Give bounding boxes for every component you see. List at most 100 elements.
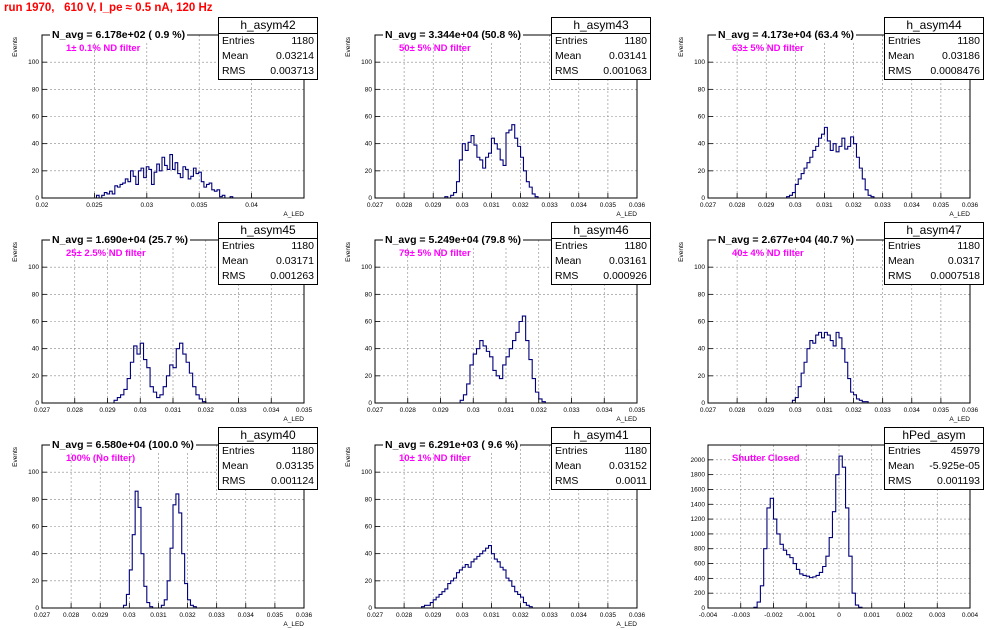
y-tick-label: 60 — [365, 114, 373, 121]
stats-row-mean: Mean 0.03171 — [219, 254, 317, 269]
histogram-panel-h_asym40: 0.027 0.028 0.029 0.03 0.031 0.032 0.033 0.034 0… — [0, 425, 330, 630]
stats-value: 0.03161 — [609, 255, 647, 267]
stats-row-rms: RMS 0.0007518 — [885, 269, 983, 284]
histogram-panel-h_asym41: 0.027 0.028 0.029 0.03 0.031 0.032 0.033 0.034 0… — [333, 425, 663, 630]
y-tick-label: 400 — [694, 575, 705, 582]
stats-key: Mean — [222, 50, 249, 62]
histogram-name: h_asym46 — [552, 223, 650, 239]
stats-key: Entries — [555, 35, 588, 47]
y-axis-title: Events — [12, 241, 19, 262]
x-tick-label: 0.033 — [209, 612, 226, 619]
y-axis-title: Events — [12, 36, 19, 57]
navg-label: N_avg = 2.677e+04 (40.7 %) — [716, 234, 857, 246]
x-tick-label: 0.029 — [425, 202, 442, 209]
y-tick-label: 0 — [35, 195, 39, 202]
x-tick-label: 0.033 — [542, 202, 559, 209]
y-tick-label: 80 — [365, 496, 373, 503]
stats-value: 1180 — [291, 445, 314, 457]
x-tick-label: 0.033 — [563, 407, 580, 414]
navg-label: N_avg = 4.173e+04 (63.4 %) — [716, 29, 857, 41]
stats-key: RMS — [222, 475, 246, 487]
x-tick-label: 0.027 — [34, 407, 51, 414]
y-tick-label: 20 — [32, 578, 40, 585]
x-tick-label: 0.027 — [367, 612, 384, 619]
stats-row-mean: Mean 0.03186 — [885, 49, 983, 64]
stats-key: Entries — [888, 240, 921, 252]
y-tick-label: 40 — [365, 346, 373, 353]
filter-annotation: 100% (No filter) — [66, 453, 136, 464]
y-tick-label: 40 — [32, 551, 40, 558]
y-tick-label: 20 — [698, 373, 706, 380]
x-tick-label: 0.034 — [571, 612, 588, 619]
x-tick-label: 0.031 — [165, 407, 182, 414]
x-tick-label: 0.035 — [191, 202, 208, 209]
x-axis-title: A_LED — [949, 211, 970, 218]
x-tick-label: 0.034 — [263, 407, 280, 414]
y-axis-title: Events — [345, 446, 352, 467]
stats-key: RMS — [555, 65, 579, 77]
y-tick-label: 0 — [701, 605, 705, 612]
x-tick-label: 0.036 — [629, 612, 646, 619]
stats-row-rms: RMS 0.001124 — [219, 474, 317, 489]
y-tick-label: 80 — [365, 86, 373, 93]
x-axis-title: A_LED — [616, 416, 637, 423]
y-tick-label: 80 — [32, 496, 40, 503]
stats-key: Mean — [222, 255, 249, 267]
stats-row-rms: RMS 0.001063 — [552, 64, 650, 79]
stats-box: h_asym42 Entries 1180 Mean 0.03214 RMS 0.00371… — [218, 17, 318, 80]
histogram-name: h_asym42 — [219, 18, 317, 34]
x-tick-label: 0.036 — [296, 612, 313, 619]
histogram-name: h_asym40 — [219, 428, 317, 444]
histogram-series-hPed_asym — [753, 455, 863, 608]
histogram-panel-h_asym46: 0.027 0.028 0.029 0.03 0.031 0.032 0.033 0.034 0… — [333, 220, 663, 425]
x-tick-label: 0.034 — [596, 407, 613, 414]
x-tick-label: 0.03 — [456, 202, 469, 209]
x-tick-label: 0 — [837, 612, 841, 619]
x-tick-label: 0.031 — [483, 202, 500, 209]
stats-key: Mean — [888, 460, 915, 472]
stats-value: 1180 — [291, 35, 314, 47]
y-axis-title: Events — [678, 241, 685, 262]
filter-annotation: Shutter Closed — [732, 453, 800, 464]
x-tick-label: 0.025 — [86, 202, 103, 209]
stats-value: 0.0008476 — [930, 65, 980, 77]
histogram-svg: 0.027 0.028 0.029 0.03 0.031 0.032 0.033 0.034 0… — [345, 34, 646, 218]
x-tick-label: 0.027 — [367, 202, 384, 209]
y-tick-label: 0 — [35, 605, 39, 612]
histogram-panel-h_asym43: 0.027 0.028 0.029 0.03 0.031 0.032 0.033 0.034 0… — [333, 15, 663, 220]
x-tick-label: 0.033 — [542, 612, 559, 619]
stats-value: 0.000926 — [603, 270, 647, 282]
x-tick-label: -0.003 — [732, 612, 751, 619]
y-tick-label: 60 — [32, 524, 40, 531]
stats-key: Entries — [888, 445, 921, 457]
stats-row-rms: RMS 0.0011 — [552, 474, 650, 489]
y-axis-title: Events — [345, 241, 352, 262]
x-tick-label: 0.03 — [467, 407, 480, 414]
x-tick-label: 0.032 — [845, 407, 862, 414]
histogram-name: h_asym45 — [219, 223, 317, 239]
histogram-name: h_asym43 — [552, 18, 650, 34]
stats-value: 0.0011 — [615, 475, 647, 487]
y-tick-label: 20 — [365, 578, 373, 585]
x-tick-label: 0.027 — [367, 407, 384, 414]
stats-key: Entries — [888, 35, 921, 47]
stats-key: Entries — [555, 445, 588, 457]
y-tick-label: 100 — [361, 469, 372, 476]
histogram-series-h_asym42 — [65, 153, 238, 199]
histogram-svg: -0.004 -0.003 -0.002 -0.001 0 0.001 0.002 0.003… — [691, 444, 979, 619]
x-tick-label: 0.028 — [63, 612, 80, 619]
stats-key: Mean — [555, 50, 582, 62]
y-tick-label: 80 — [698, 291, 706, 298]
x-tick-label: 0.034 — [904, 407, 921, 414]
stats-key: Mean — [888, 255, 915, 267]
y-tick-label: 1200 — [691, 516, 706, 523]
stats-value: 0.0317 — [947, 255, 980, 267]
stats-key: RMS — [888, 65, 912, 77]
x-tick-label: 0.028 — [729, 202, 746, 209]
stats-key: Entries — [222, 240, 255, 252]
x-tick-label: 0.032 — [512, 612, 529, 619]
y-axis-title: Events — [12, 446, 19, 467]
stats-box: h_asym45 Entries 1180 Mean 0.03171 RMS 0.00126… — [218, 222, 318, 285]
y-tick-label: 100 — [694, 59, 705, 66]
histogram-series-h_asym43 — [444, 124, 541, 199]
